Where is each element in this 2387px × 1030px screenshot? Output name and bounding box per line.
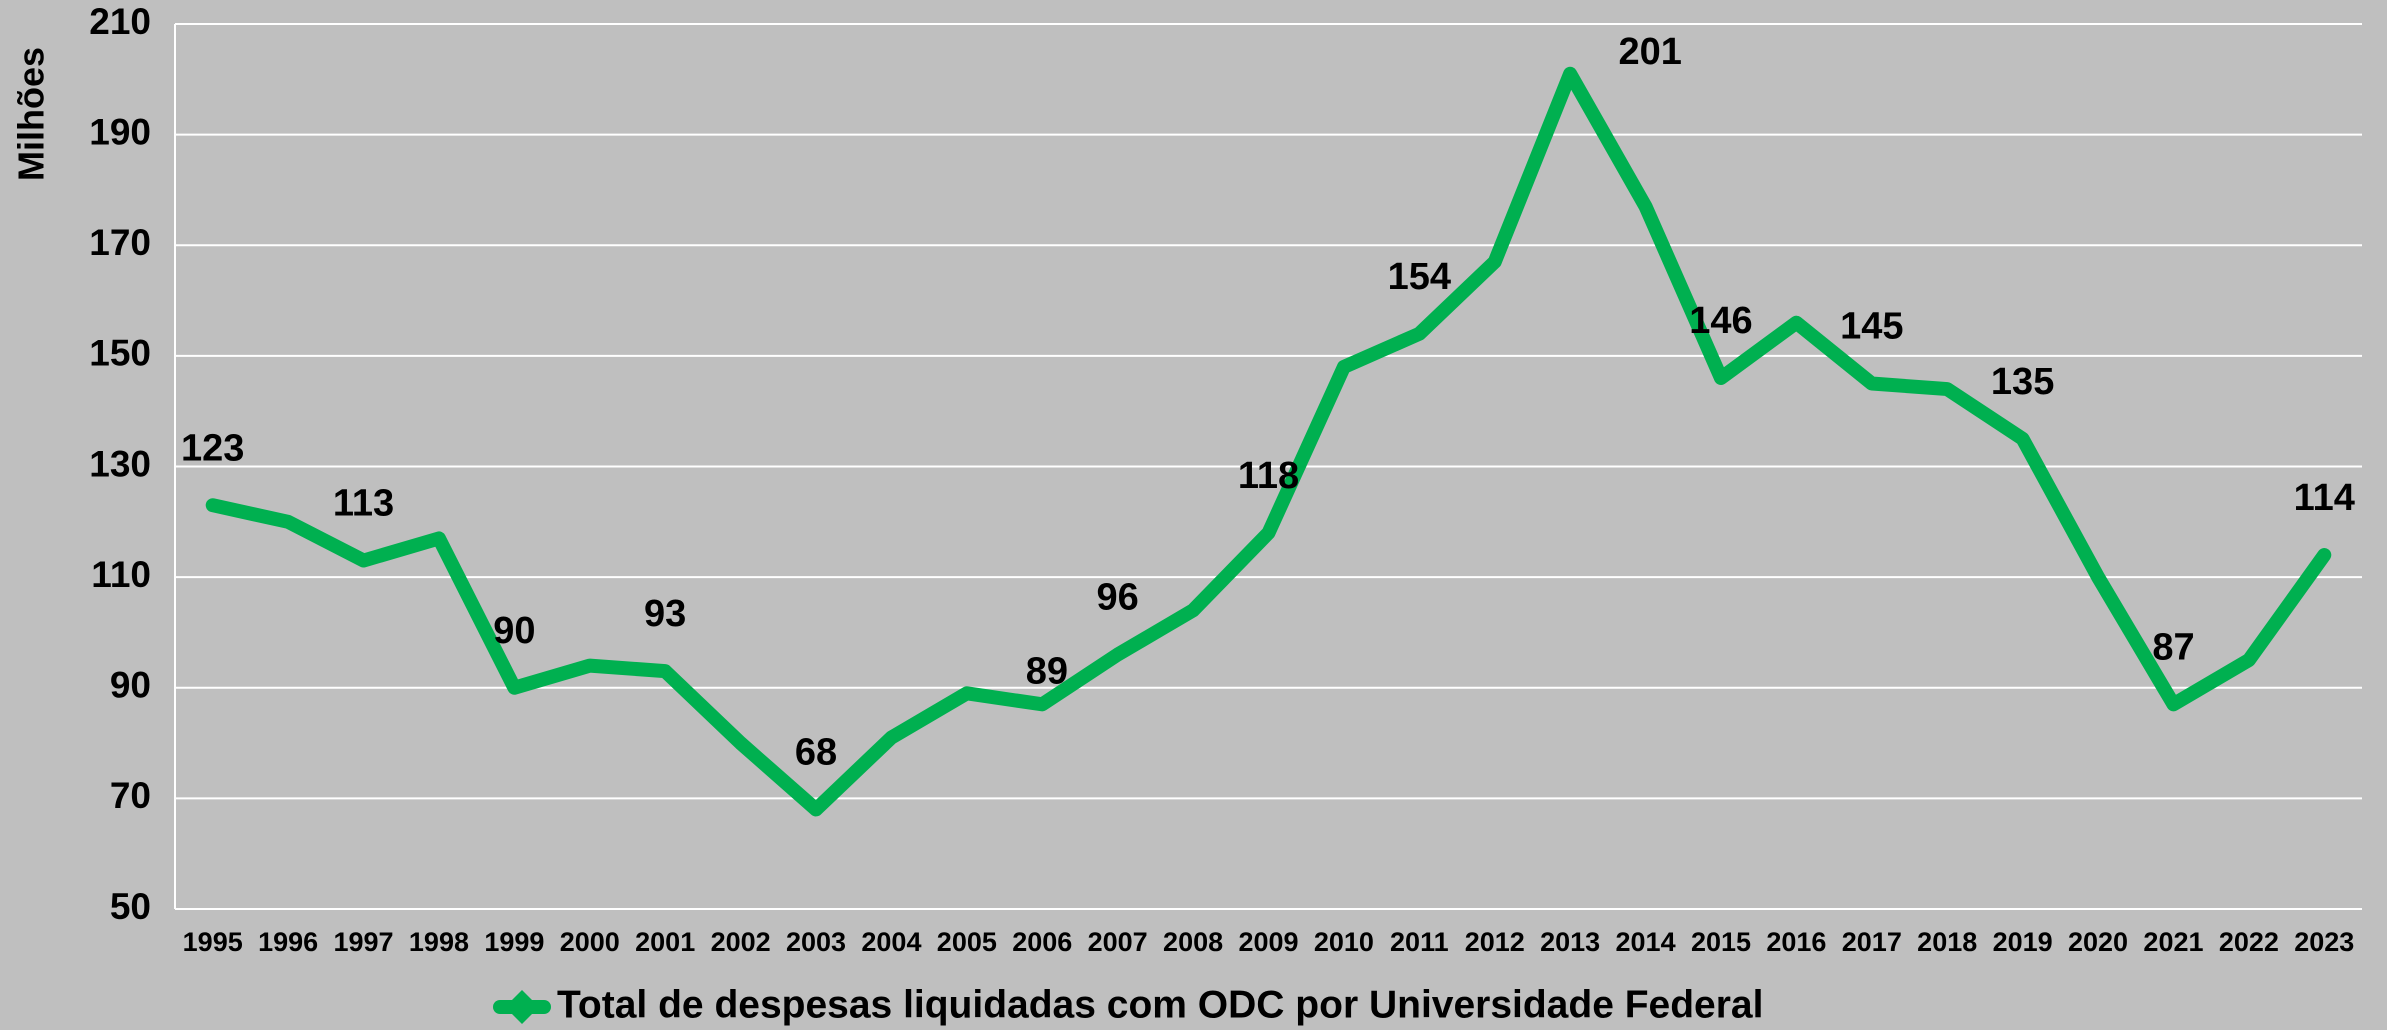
data-label: 135 <box>1991 361 2054 403</box>
x-tick-label: 2013 <box>1540 927 1600 957</box>
x-tick-label: 2001 <box>635 927 695 957</box>
x-tick-label: 2008 <box>1163 927 1223 957</box>
legend-label: Total de despesas liquidadas com ODC por… <box>557 983 1763 1026</box>
data-label: 123 <box>181 427 244 469</box>
y-tick-label: 70 <box>110 775 151 816</box>
x-tick-label: 2004 <box>861 927 921 957</box>
data-label: 201 <box>1618 31 1681 73</box>
x-tick-label: 2020 <box>2068 927 2128 957</box>
data-line <box>205 66 2332 817</box>
x-tick-label: 2018 <box>1917 927 1977 957</box>
x-tick-label: 1997 <box>333 927 393 957</box>
x-tick-label: 2012 <box>1465 927 1525 957</box>
x-tick-label: 2006 <box>1012 927 1072 957</box>
x-tick-label: 2007 <box>1088 927 1148 957</box>
x-tick-label: 1996 <box>258 927 318 957</box>
data-label: 114 <box>2294 477 2355 519</box>
x-tick-label: 2023 <box>2294 927 2354 957</box>
y-tick-label: 150 <box>89 333 151 374</box>
x-tick-label: 2010 <box>1314 927 1374 957</box>
x-tick-label: 2005 <box>937 927 997 957</box>
x-tick-label: 2000 <box>560 927 620 957</box>
y-tick-label: 90 <box>110 665 151 706</box>
x-tick-label: 1999 <box>484 927 544 957</box>
data-label: 146 <box>1689 300 1752 342</box>
x-tick-label: 2017 <box>1842 927 1902 957</box>
x-tick-label: 1995 <box>183 927 243 957</box>
data-label: 90 <box>493 610 535 652</box>
y-tick-label: 130 <box>89 443 151 484</box>
x-tick-label: 2015 <box>1691 927 1751 957</box>
y-tick-label: 190 <box>89 111 151 152</box>
data-label: 96 <box>1097 577 1139 619</box>
x-tick-label: 2021 <box>2143 927 2203 957</box>
x-tick-label: 2014 <box>1616 927 1676 957</box>
y-tick-label: 110 <box>91 554 151 595</box>
x-tick-label: 2009 <box>1238 927 1298 957</box>
x-tick-label: 2019 <box>1993 927 2053 957</box>
x-tick-label: 1998 <box>409 927 469 957</box>
data-label: 93 <box>644 593 686 635</box>
data-label: 113 <box>333 483 394 525</box>
data-label: 89 <box>1026 650 1068 692</box>
legend-marker <box>505 990 539 1024</box>
x-tick-label: 2022 <box>2219 927 2279 957</box>
x-tick-label: 2002 <box>711 927 771 957</box>
x-tick-label: 2003 <box>786 927 846 957</box>
y-tick-label: 210 <box>89 1 151 42</box>
data-label: 118 <box>1238 455 1299 497</box>
data-label: 87 <box>2152 626 2194 668</box>
x-tick-label: 2011 <box>1390 927 1449 957</box>
y-tick-label: 170 <box>89 222 151 263</box>
y-tick-label: 50 <box>110 886 151 927</box>
x-tick-label: 2016 <box>1766 927 1826 957</box>
data-label: 145 <box>1840 306 1903 348</box>
data-label: 154 <box>1388 256 1451 298</box>
data-label: 68 <box>795 731 837 773</box>
y-axis-title: Milhões <box>11 47 52 181</box>
